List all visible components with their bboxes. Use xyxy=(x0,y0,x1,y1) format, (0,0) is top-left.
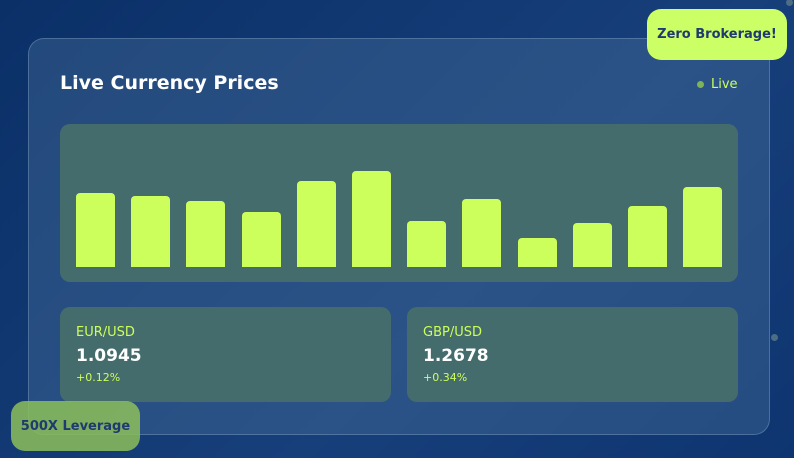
bar xyxy=(517,238,557,267)
pair-card[interactable]: GBP/USD 1.2678 +0.34% xyxy=(407,307,738,402)
pair-name: EUR/USD xyxy=(76,325,135,340)
live-indicator: Live xyxy=(697,77,738,92)
bar xyxy=(572,223,612,267)
bar xyxy=(241,212,281,267)
bar-chart xyxy=(60,124,738,282)
bar xyxy=(462,199,502,267)
bar xyxy=(407,221,447,267)
live-label: Live xyxy=(711,77,738,92)
decor-dot xyxy=(771,334,778,341)
bar xyxy=(186,201,226,267)
leverage-badge: 500X Leverage xyxy=(11,401,140,451)
pair-change: +0.12% xyxy=(76,371,121,384)
bar xyxy=(131,196,171,267)
bar xyxy=(352,171,391,267)
pair-change: +0.34% xyxy=(423,371,468,384)
pair-price: 1.0945 xyxy=(76,346,142,366)
pair-price: 1.2678 xyxy=(423,346,489,366)
zero-brokerage-badge: Zero Brokerage! xyxy=(647,9,787,60)
bar xyxy=(76,193,115,267)
card-title: Live Currency Prices xyxy=(60,72,279,94)
bar xyxy=(628,206,667,267)
bar xyxy=(296,181,336,267)
bar xyxy=(683,187,723,267)
live-dot xyxy=(697,81,704,88)
decor-dot xyxy=(786,0,793,6)
pair-card[interactable]: EUR/USD 1.0945 +0.12% xyxy=(60,307,391,402)
pair-name: GBP/USD xyxy=(423,325,482,340)
